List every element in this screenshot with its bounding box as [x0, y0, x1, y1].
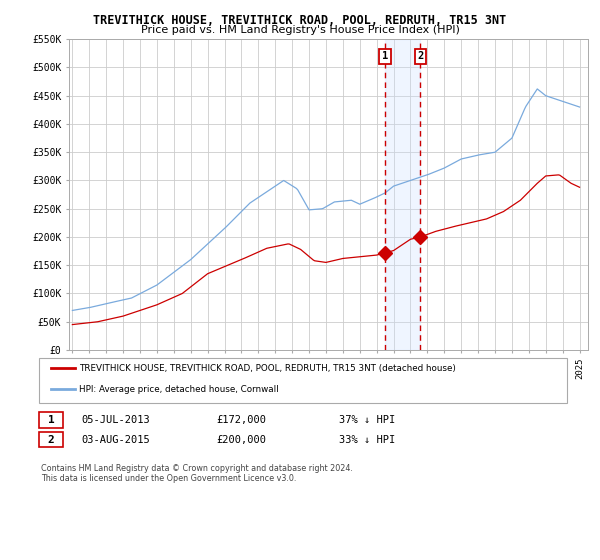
Text: TREVITHICK HOUSE, TREVITHICK ROAD, POOL, REDRUTH, TR15 3NT (detached house): TREVITHICK HOUSE, TREVITHICK ROAD, POOL,… — [79, 364, 456, 373]
Text: 05-JUL-2013: 05-JUL-2013 — [81, 415, 150, 425]
Text: Contains HM Land Registry data © Crown copyright and database right 2024.
This d: Contains HM Land Registry data © Crown c… — [41, 464, 353, 483]
Text: 03-AUG-2015: 03-AUG-2015 — [81, 435, 150, 445]
Text: 33% ↓ HPI: 33% ↓ HPI — [339, 435, 395, 445]
Bar — [385, 39, 420, 350]
Text: HPI: Average price, detached house, Cornwall: HPI: Average price, detached house, Corn… — [79, 385, 279, 394]
Text: TREVITHICK HOUSE, TREVITHICK ROAD, POOL, REDRUTH, TR15 3NT: TREVITHICK HOUSE, TREVITHICK ROAD, POOL,… — [94, 14, 506, 27]
Text: 1: 1 — [382, 51, 388, 61]
Text: £200,000: £200,000 — [216, 435, 266, 445]
Text: £172,000: £172,000 — [216, 415, 266, 425]
Text: 2: 2 — [47, 435, 55, 445]
Text: 37% ↓ HPI: 37% ↓ HPI — [339, 415, 395, 425]
Text: Price paid vs. HM Land Registry's House Price Index (HPI): Price paid vs. HM Land Registry's House … — [140, 25, 460, 35]
Text: 2: 2 — [417, 51, 424, 61]
Text: 1: 1 — [47, 415, 55, 425]
